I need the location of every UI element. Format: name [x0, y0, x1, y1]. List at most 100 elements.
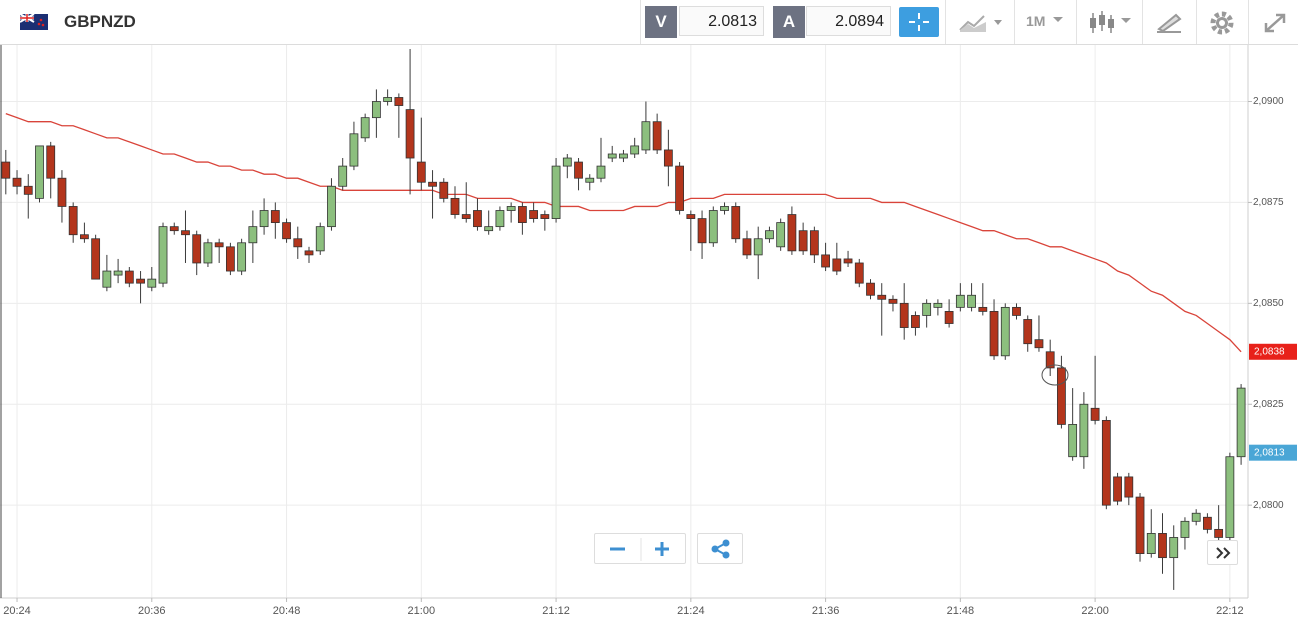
candle-body [506, 206, 516, 211]
chart-type-button[interactable] [958, 12, 1006, 34]
candle-body [338, 165, 348, 187]
y-tick-label: 2,0825 [1253, 399, 1284, 410]
candle-body [1236, 387, 1246, 458]
zoom-icons [610, 538, 669, 561]
candle-body [68, 206, 78, 236]
candle-body [360, 117, 370, 139]
candle-body [383, 97, 393, 102]
flag-icon [20, 14, 48, 30]
candle-body [607, 153, 617, 159]
candle-body [1113, 476, 1122, 502]
candle-body [1012, 306, 1021, 316]
bid-price: 2.0813 [679, 6, 764, 36]
candle-body [1101, 419, 1111, 506]
candle-body [529, 210, 539, 219]
x-tick-label: 21:24 [677, 605, 705, 617]
separator [1196, 0, 1197, 44]
scroll-right-button[interactable] [1207, 540, 1238, 565]
settings-button[interactable] [1209, 10, 1235, 36]
separator [640, 0, 641, 44]
candle-body [1158, 533, 1167, 559]
candle-body [46, 145, 56, 179]
candle-body [214, 242, 224, 248]
candle-body [1079, 403, 1089, 458]
candle-body [23, 185, 33, 195]
candle-body [798, 230, 808, 252]
x-tick-label: 21:12 [542, 605, 570, 617]
candle-body [293, 238, 303, 248]
candle-body [248, 226, 258, 244]
y-tick-label: 2,0850 [1253, 298, 1284, 309]
candle-body [80, 234, 89, 240]
candle-body [933, 302, 943, 308]
x-tick-label: 22:12 [1216, 605, 1244, 617]
candle-body [473, 210, 482, 228]
candle-body [551, 165, 561, 219]
plot-area [0, 45, 1248, 598]
candle-body [619, 153, 628, 159]
annotation-circle [1041, 364, 1069, 386]
dropdown-arrow [1053, 17, 1063, 22]
candle-body [697, 218, 707, 244]
candle-body [1214, 528, 1224, 538]
price-tag-label: 2,0838 [1254, 346, 1285, 357]
candle-body [484, 226, 494, 232]
timeframe[interactable]: 1M [1026, 13, 1046, 29]
candle-body [1023, 319, 1033, 345]
candle-body [1203, 516, 1212, 530]
candle-body [944, 311, 954, 324]
candle-body [1225, 456, 1235, 538]
crosshair-button[interactable] [899, 7, 939, 37]
y-tick-label: 2,0875 [1253, 197, 1284, 208]
candle-body [394, 97, 404, 106]
draw-button[interactable] [1154, 11, 1184, 35]
candle-body [686, 214, 696, 219]
candle-body [136, 278, 145, 284]
x-tick-label: 20:36 [138, 605, 166, 617]
candle-body [349, 133, 359, 167]
candle-body [899, 302, 909, 328]
candle-body [854, 262, 864, 284]
candle-body [675, 165, 684, 211]
zoom-in[interactable] [655, 542, 669, 556]
candle-body [540, 214, 550, 219]
candle-body [742, 238, 752, 256]
separator [1014, 0, 1015, 44]
price-tag-label: 2,0813 [1254, 447, 1285, 458]
candle-body [327, 185, 336, 228]
candle-body [282, 222, 291, 240]
y-tick-label: 2,0900 [1253, 96, 1284, 107]
candle-body [371, 101, 381, 119]
candle-body [158, 226, 168, 284]
candle-body [181, 230, 190, 236]
candle-body [315, 226, 325, 252]
candle-body [203, 242, 213, 264]
candle-body [585, 177, 595, 183]
candle-style-button[interactable] [1088, 10, 1136, 36]
candle-body [1146, 533, 1156, 554]
candle-body [428, 181, 437, 187]
candle-body [877, 294, 887, 300]
expand-button[interactable] [1262, 11, 1288, 35]
candle-body [765, 230, 774, 240]
x-tick-label: 22:00 [1081, 605, 1109, 617]
candle-body [1090, 407, 1100, 421]
candle-body [12, 177, 22, 187]
price-tag [1249, 343, 1297, 360]
candle-body [225, 246, 235, 272]
candle-body [978, 306, 988, 312]
share-button[interactable] [697, 533, 743, 564]
candle-body [574, 161, 583, 179]
separator [945, 0, 946, 44]
candle-body [955, 294, 965, 308]
candle-body [753, 238, 763, 256]
candle-body [147, 278, 157, 288]
candle-body [866, 282, 875, 296]
candle-body [776, 222, 786, 248]
candle-body [911, 315, 920, 328]
candle-body [1068, 424, 1078, 458]
candle-body [495, 210, 505, 228]
candle-body [1124, 476, 1134, 498]
